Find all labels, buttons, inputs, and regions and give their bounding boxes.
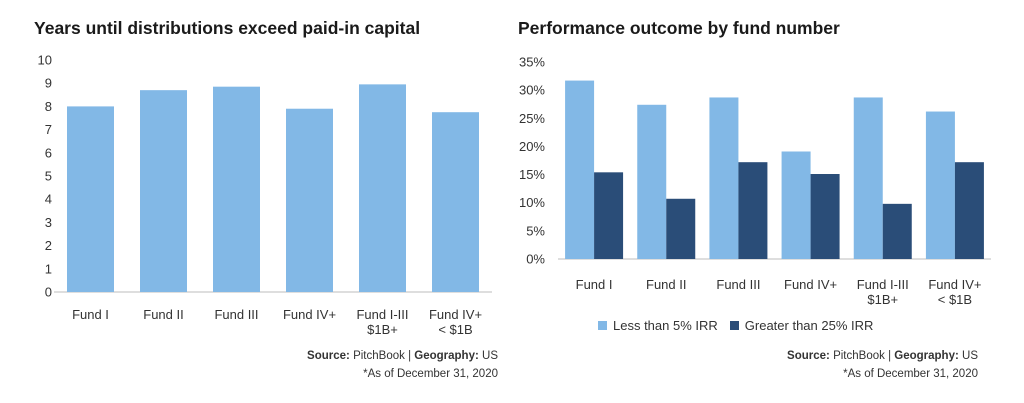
x-tick-label: < $1B (438, 322, 472, 337)
legend-item-low-irr: Less than 5% IRR (598, 318, 718, 333)
x-tick-label: $1B+ (367, 322, 398, 337)
y-tick-label: 4 (45, 192, 52, 207)
y-tick-label: 15% (519, 167, 545, 182)
legend-swatch (598, 321, 607, 330)
y-tick-label: 10% (519, 195, 545, 210)
chart-legend: Less than 5% IRR Greater than 25% IRR (598, 318, 885, 333)
y-tick-label: 6 (45, 145, 52, 160)
x-tick-label: Fund II (143, 307, 183, 322)
x-tick-label: Fund IV+ (928, 277, 981, 292)
legend-label: Greater than 25% IRR (744, 318, 874, 333)
source-separator: | (888, 350, 892, 362)
x-tick-label: Fund I-III (356, 307, 408, 322)
x-tick-label: $1B+ (867, 292, 898, 307)
bar (781, 151, 811, 259)
y-tick-label: 30% (519, 83, 545, 98)
x-tick-label: Fund I (576, 277, 613, 292)
y-tick-label: 5 (45, 169, 52, 184)
y-tick-label: 0% (526, 252, 545, 267)
legend-item-high-irr: Greater than 25% IRR (729, 318, 874, 333)
source-note: Source: PitchBook | Geography: US (787, 350, 978, 362)
y-tick-label: 20% (519, 139, 545, 154)
x-tick-label: Fund IV+ (283, 307, 336, 322)
source-note: Source: PitchBook | Geography: US (307, 350, 498, 362)
legend-swatch (729, 321, 739, 330)
source-separator: | (408, 350, 412, 362)
bar (709, 97, 739, 260)
source-value: PitchBook (353, 350, 405, 362)
source-label: Source: (307, 350, 350, 362)
x-tick-label: Fund III (214, 307, 258, 322)
y-tick-label: 1 (45, 261, 52, 276)
x-tick-label: Fund I (72, 307, 109, 322)
x-tick-label: Fund II (646, 277, 686, 292)
bar (140, 90, 187, 292)
bar (666, 198, 696, 259)
chart-performance-outcome: Performance outcome by fund number 0% 5% 1… (512, 0, 1024, 403)
geography-label: Geography: (414, 350, 479, 362)
source-label: Source: (787, 350, 830, 362)
y-tick-label: 7 (45, 122, 52, 137)
bar (637, 104, 667, 259)
bar (286, 108, 333, 292)
bar (213, 86, 260, 293)
bar (565, 80, 595, 260)
as-of-note: *As of December 31, 2020 (843, 368, 978, 380)
geography-value: US (962, 350, 978, 362)
y-tick-label: 3 (45, 215, 52, 230)
bar (432, 112, 479, 292)
x-tick-label: < $1B (938, 292, 972, 307)
bar (359, 84, 406, 292)
bar (594, 172, 624, 259)
y-tick-label: 2 (45, 238, 52, 253)
y-tick-label: 35% (519, 55, 545, 70)
y-tick-label: 0 (45, 285, 52, 300)
bar (853, 97, 883, 260)
bar (810, 174, 840, 259)
bar (67, 106, 114, 293)
bar (882, 203, 912, 259)
geography-value: US (482, 350, 498, 362)
chart-years-to-dpi: Years until distributions exceed paid-in… (34, 18, 498, 380)
chart-plot-left: 0 1 2 3 4 5 6 7 8 9 10 Fund I Fund II Fund III Fund IV… (38, 53, 492, 337)
bar (954, 162, 984, 259)
chart-plot-right: 0% 5% 10% 15% 20% 25% 30% 35% Fund I Fund II Fund … (519, 55, 991, 307)
bar (738, 162, 768, 259)
bar (925, 111, 955, 259)
chart-title: Years until distributions exceed paid-in… (34, 18, 421, 38)
legend-label: Less than 5% IRR (613, 318, 718, 333)
geography-label: Geography: (894, 350, 959, 362)
x-tick-label: Fund I-III (857, 277, 909, 292)
y-tick-label: 10 (38, 53, 52, 68)
source-value: PitchBook (833, 350, 885, 362)
as-of-note: *As of December 31, 2020 (363, 368, 498, 380)
y-tick-label: 5% (526, 223, 545, 238)
chart-title: Performance outcome by fund number (518, 18, 840, 38)
y-tick-label: 9 (45, 76, 52, 91)
y-tick-label: 8 (45, 99, 52, 114)
x-tick-label: Fund III (716, 277, 760, 292)
x-tick-label: Fund IV+ (784, 277, 837, 292)
y-tick-label: 25% (519, 111, 545, 126)
x-tick-label: Fund IV+ (429, 307, 482, 322)
